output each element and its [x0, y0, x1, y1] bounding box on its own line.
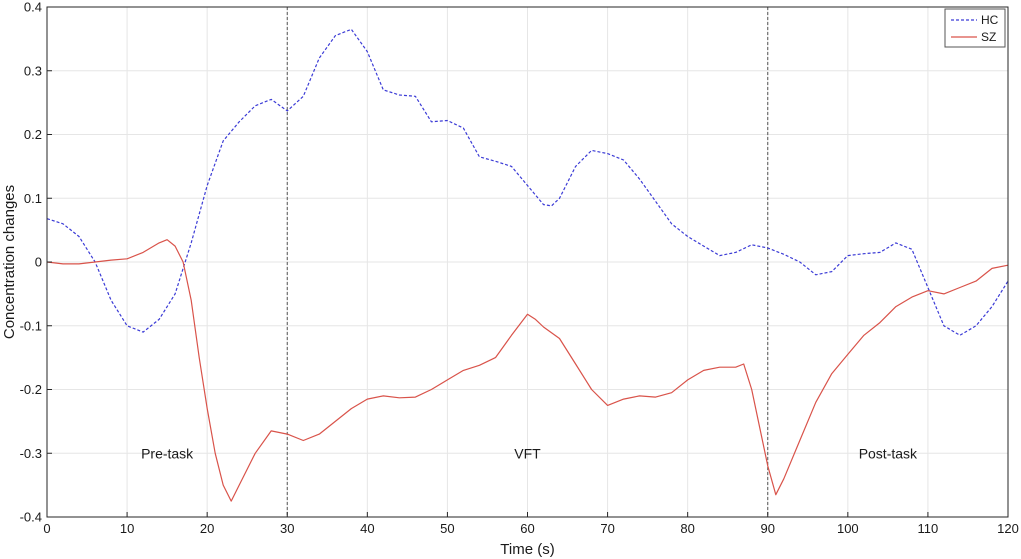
- phase-label: VFT: [514, 445, 541, 461]
- legend-label-sz: SZ: [981, 30, 996, 44]
- y-tick-label: -0.2: [20, 382, 42, 397]
- phase-label: Post-task: [859, 445, 918, 461]
- series-line-sz: [46, 239, 1009, 502]
- series-layer: [46, 28, 1009, 502]
- y-tick-label: 0.4: [24, 0, 42, 15]
- x-axis-title: Time (s): [500, 541, 554, 558]
- y-tick-label: -0.1: [20, 318, 42, 333]
- y-tick-label: 0: [35, 255, 42, 270]
- y-tick-label: 0.1: [24, 191, 42, 206]
- x-tick-label: 100: [837, 521, 859, 536]
- x-tick-label: 10: [120, 521, 134, 536]
- axis-ticks: 0 10 20 30 40 50 60 70 80 90 100 110 120 -0.4 -0.3 -0.2…: [20, 0, 1019, 536]
- x-tick-label: 60: [520, 521, 534, 536]
- phase-divider-lines: [286, 7, 769, 517]
- legend-label-hc: HC: [981, 13, 999, 27]
- y-axis-title: Concentration changes: [1, 185, 18, 339]
- x-tick-label: 30: [280, 521, 294, 536]
- series-line-hc: [46, 28, 1009, 336]
- y-tick-label: -0.3: [20, 446, 42, 461]
- x-tick-label: 120: [997, 521, 1019, 536]
- legend-box: [944, 8, 1006, 48]
- x-tick-label: 40: [360, 521, 374, 536]
- x-tick-label: 0: [43, 521, 50, 536]
- y-tick-label: 0.3: [24, 63, 42, 78]
- x-tick-label: 20: [200, 521, 214, 536]
- y-tick-label: 0.2: [24, 127, 42, 142]
- x-tick-label: 90: [761, 521, 775, 536]
- legend: HC SZ: [944, 8, 1006, 48]
- y-tick-label: -0.4: [20, 510, 42, 525]
- phase-label: Pre-task: [141, 445, 194, 461]
- x-tick-label: 70: [600, 521, 614, 536]
- x-tick-label: 110: [918, 521, 939, 536]
- x-tick-label: 80: [680, 521, 694, 536]
- phase-annotations: Pre-task VFT Post-task: [141, 445, 918, 461]
- x-tick-label: 50: [440, 521, 454, 536]
